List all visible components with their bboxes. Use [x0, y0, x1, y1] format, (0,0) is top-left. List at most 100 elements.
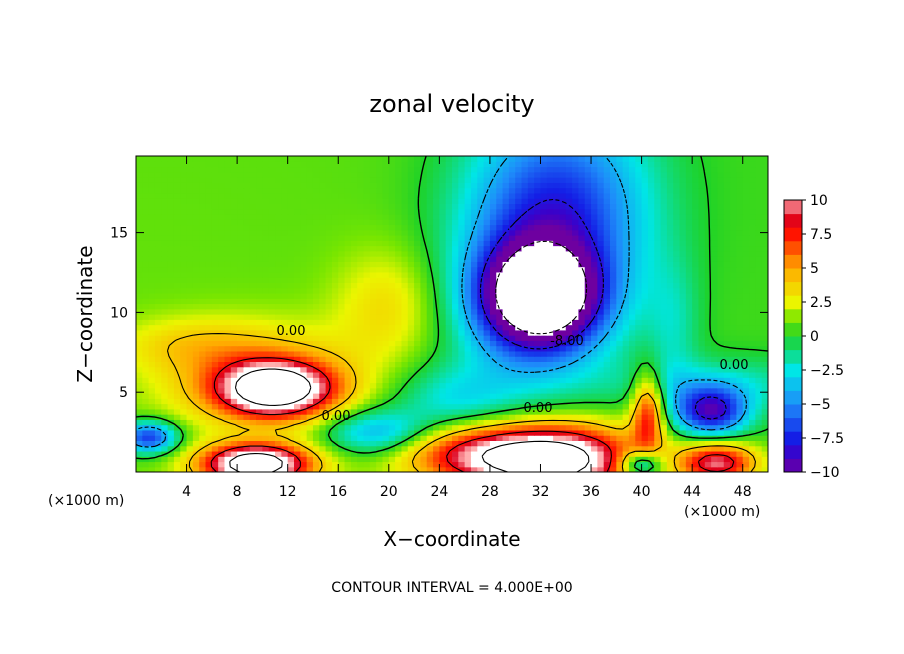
heat-cell — [591, 393, 598, 399]
heat-cell — [685, 408, 693, 415]
heat-cell — [452, 350, 459, 357]
heat-cell — [294, 245, 301, 252]
heat-cell — [666, 466, 674, 472]
heat-cell — [237, 240, 245, 247]
heat-cell — [294, 345, 301, 352]
heat-cell — [553, 382, 561, 389]
heat-cell — [249, 303, 257, 310]
heat-cell — [496, 398, 504, 405]
heat-cell — [300, 329, 308, 336]
heat-cell — [439, 456, 447, 463]
heat-cell — [192, 435, 200, 441]
heat-cell — [749, 429, 756, 436]
heat-cell — [218, 277, 226, 283]
heat-cell — [458, 387, 466, 394]
heat-cell — [698, 303, 706, 310]
heat-cell — [287, 419, 295, 426]
heat-cell — [464, 398, 472, 405]
heat-cell — [553, 245, 561, 252]
heat-cell — [420, 271, 428, 278]
heat-cell — [502, 419, 510, 426]
heat-cell — [268, 329, 276, 336]
heat-cell — [275, 240, 282, 247]
heat-cell — [426, 461, 434, 468]
heat-cell — [192, 387, 200, 394]
heat-cell — [306, 235, 314, 241]
heat-cell — [350, 382, 358, 389]
heat-cell — [230, 387, 238, 394]
heat-cell — [439, 308, 447, 315]
heat-cell — [287, 387, 295, 394]
heat-cell — [439, 261, 447, 268]
heat-cell — [736, 224, 744, 231]
heat-cell — [243, 277, 251, 283]
heat-cell — [527, 298, 535, 305]
heat-cell — [540, 371, 548, 378]
heat-cell — [325, 366, 333, 373]
heat-cell — [363, 393, 371, 399]
heat-cell — [173, 356, 181, 362]
heat-cell — [553, 282, 561, 289]
heat-cell — [300, 240, 308, 247]
heat-cell — [382, 308, 390, 315]
heat-cell — [338, 213, 346, 220]
heat-cell — [237, 377, 245, 384]
heat-cell — [483, 219, 491, 226]
heat-cell — [616, 229, 624, 236]
heat-cell — [660, 324, 668, 331]
heat-cell — [749, 240, 756, 247]
heat-cell — [205, 350, 213, 357]
heat-cell — [647, 350, 655, 357]
heat-cell — [597, 340, 605, 347]
heat-cell — [515, 213, 523, 220]
heat-cell — [742, 314, 750, 320]
heat-cell — [376, 340, 384, 347]
heat-cell — [742, 456, 750, 463]
heat-cell — [414, 435, 421, 441]
heat-cell — [420, 219, 428, 226]
heat-cell — [483, 298, 491, 305]
heat-cell — [578, 240, 586, 247]
heat-cell — [439, 403, 447, 410]
heat-cell — [211, 240, 219, 247]
heat-cell — [540, 424, 548, 431]
heat-cell — [407, 282, 415, 289]
heat-cell — [161, 335, 169, 341]
heat-cell — [199, 329, 207, 336]
heat-cell — [249, 440, 257, 447]
heat-cell — [186, 229, 194, 236]
heat-cell — [704, 387, 712, 394]
heat-cell — [591, 208, 598, 215]
heat-cell — [489, 435, 497, 441]
heat-cell — [540, 240, 548, 247]
heat-cell — [199, 261, 207, 268]
heat-cell — [319, 414, 327, 420]
heat-cell — [483, 371, 491, 378]
heat-cell — [692, 414, 700, 420]
heat-cell — [464, 329, 472, 336]
heat-cell — [654, 208, 662, 215]
heat-cell — [376, 361, 384, 368]
heat-cell — [692, 445, 700, 452]
heat-cell — [464, 387, 472, 394]
heat-cell — [452, 335, 459, 341]
heat-cell — [205, 340, 213, 347]
heat-cell — [736, 261, 744, 268]
heat-cell — [660, 219, 668, 226]
heat-cell — [597, 271, 605, 278]
heat-cell — [616, 277, 624, 283]
heat-cell — [723, 408, 731, 415]
heat-cell — [414, 245, 421, 252]
heat-cell — [369, 308, 377, 315]
heat-cell — [452, 303, 459, 310]
heat-cell — [616, 314, 624, 320]
heat-cell — [635, 371, 643, 378]
heat-cell — [167, 282, 175, 289]
heat-cell — [369, 303, 377, 310]
heat-cell — [331, 229, 339, 236]
heat-cell — [660, 424, 668, 431]
heat-cell — [628, 461, 636, 468]
heat-cell — [692, 440, 700, 447]
heat-cell — [641, 435, 649, 441]
heat-cell — [641, 419, 649, 426]
